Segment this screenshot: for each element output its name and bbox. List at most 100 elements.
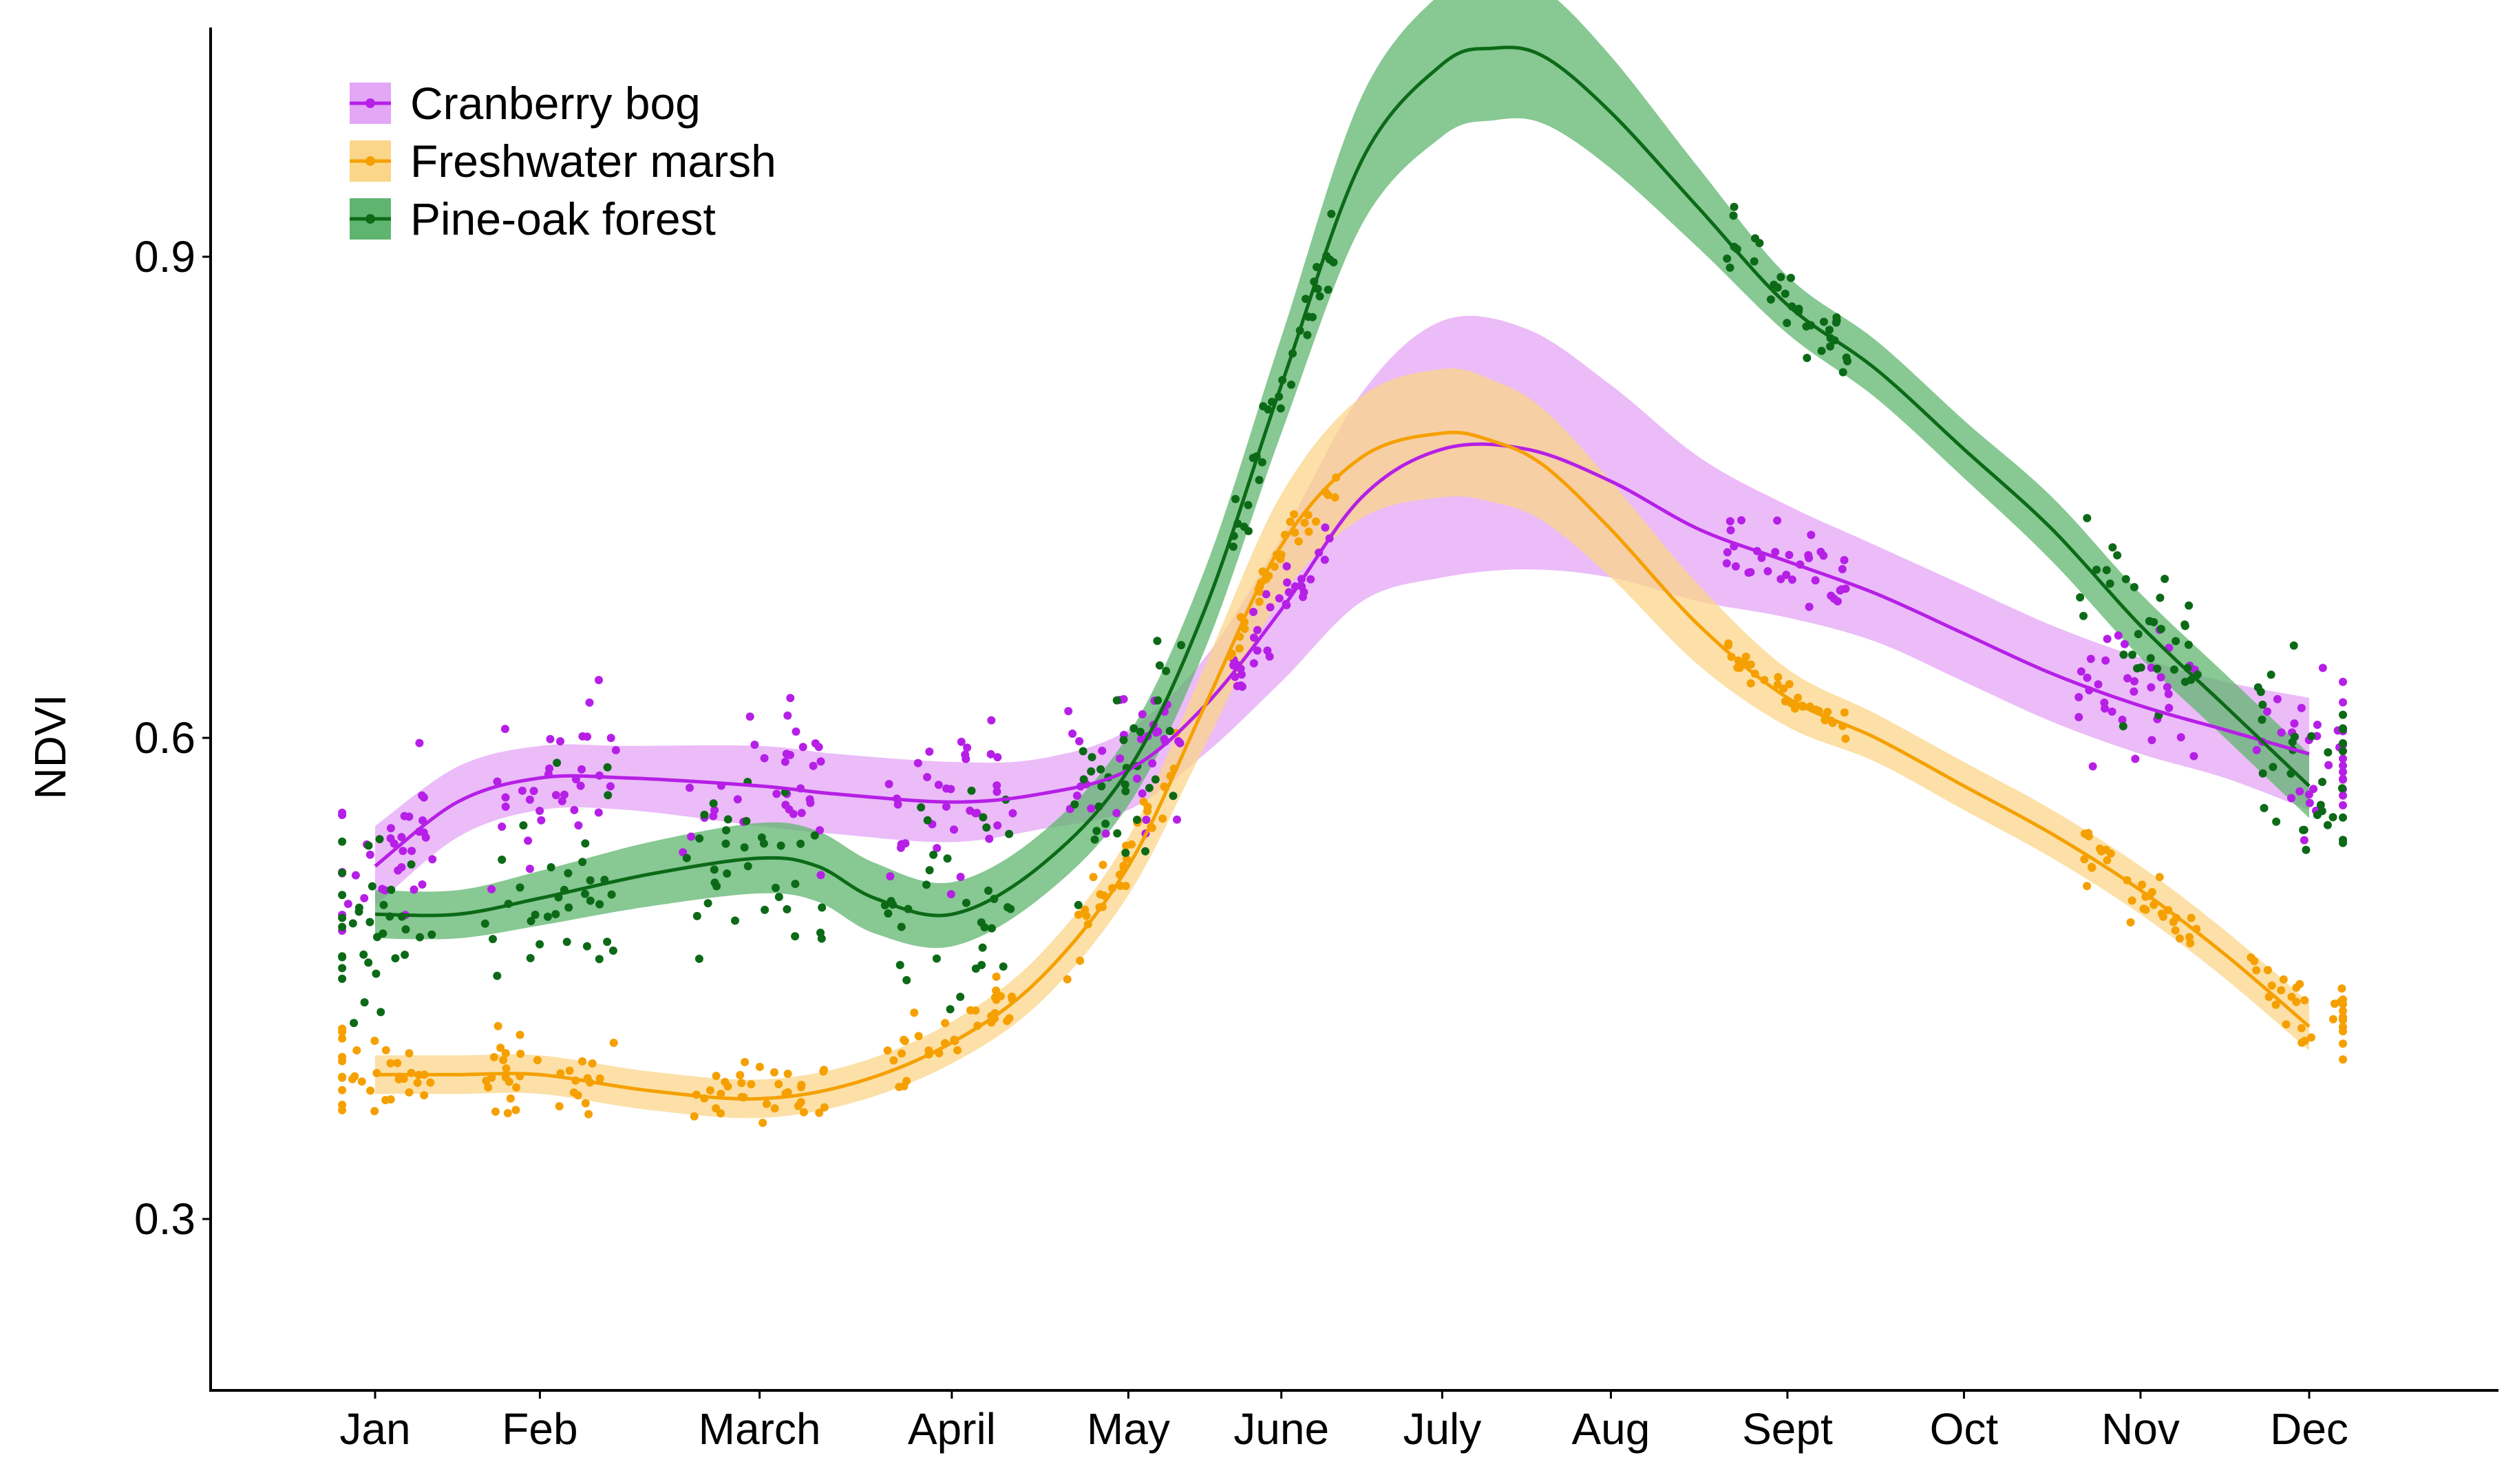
point-freshwater-marsh — [2282, 1020, 2291, 1029]
point-freshwater-marsh — [712, 1072, 721, 1081]
point-cranberry-bog — [381, 886, 390, 895]
point-pine-oak-forest — [1838, 368, 1847, 377]
point-freshwater-marsh — [2080, 855, 2089, 864]
point-cranberry-bog — [351, 871, 360, 880]
point-pine-oak-forest — [1112, 696, 1121, 705]
point-cranberry-bog — [884, 780, 893, 789]
point-pine-oak-forest — [2339, 725, 2347, 734]
point-pine-oak-forest — [1726, 263, 1734, 272]
point-freshwater-marsh — [1276, 555, 1285, 564]
point-pine-oak-forest — [2076, 593, 2085, 602]
point-cranberry-bog — [2305, 798, 2314, 807]
point-freshwater-marsh — [502, 1064, 511, 1073]
point-freshwater-marsh — [338, 1105, 347, 1114]
point-freshwater-marsh — [2277, 986, 2286, 995]
point-freshwater-marsh — [1294, 537, 1303, 546]
point-freshwater-marsh — [1122, 841, 1130, 850]
point-freshwater-marsh — [1290, 510, 1298, 519]
point-pine-oak-forest — [595, 900, 604, 909]
point-freshwater-marsh — [966, 1006, 975, 1015]
point-pine-oak-forest — [1165, 727, 1174, 735]
point-cranberry-bog — [525, 865, 534, 873]
x-tick-label: Oct — [1930, 1404, 1999, 1454]
point-freshwater-marsh — [1158, 814, 1167, 823]
point-pine-oak-forest — [1825, 326, 1834, 335]
point-cranberry-bog — [686, 783, 694, 792]
point-pine-oak-forest — [2180, 620, 2189, 629]
point-cranberry-bog — [973, 809, 981, 818]
point-cranberry-bog — [1306, 575, 1315, 584]
point-pine-oak-forest — [2153, 664, 2162, 673]
point-freshwater-marsh — [774, 1080, 783, 1089]
y-tick-label: 0.9 — [134, 232, 195, 282]
point-pine-oak-forest — [982, 823, 991, 832]
point-pine-oak-forest — [1832, 313, 1841, 322]
point-pine-oak-forest — [1244, 500, 1253, 509]
point-pine-oak-forest — [1097, 782, 1106, 791]
point-pine-oak-forest — [581, 889, 589, 898]
point-freshwater-marsh — [900, 1035, 908, 1044]
point-cranberry-bog — [2088, 762, 2097, 771]
point-pine-oak-forest — [387, 885, 396, 894]
point-cranberry-bog — [2189, 752, 2198, 761]
point-cranberry-bog — [1136, 734, 1145, 743]
point-pine-oak-forest — [816, 929, 825, 937]
point-pine-oak-forest — [1803, 354, 1812, 362]
point-cranberry-bog — [585, 698, 594, 707]
point-cranberry-bog — [606, 734, 615, 743]
point-pine-oak-forest — [376, 1008, 385, 1017]
point-cranberry-bog — [2147, 736, 2156, 745]
point-freshwater-marsh — [755, 1063, 764, 1071]
point-pine-oak-forest — [703, 899, 712, 908]
point-cranberry-bog — [1811, 576, 1820, 585]
point-pine-oak-forest — [1231, 495, 1240, 503]
point-freshwater-marsh — [1286, 518, 1295, 526]
point-pine-oak-forest — [721, 839, 730, 848]
point-freshwater-marsh — [2339, 1055, 2347, 1064]
point-cranberry-bog — [386, 834, 395, 842]
point-cranberry-bog — [365, 850, 374, 859]
point-cranberry-bog — [2304, 790, 2313, 799]
point-freshwater-marsh — [2339, 1039, 2347, 1048]
point-pine-oak-forest — [923, 816, 932, 825]
point-pine-oak-forest — [1119, 736, 1128, 745]
point-cranberry-bog — [525, 795, 534, 804]
point-freshwater-marsh — [2157, 909, 2166, 918]
point-pine-oak-forest — [1750, 257, 1759, 266]
point-cranberry-bog — [750, 741, 759, 749]
point-pine-oak-forest — [2288, 738, 2297, 746]
point-cranberry-bog — [925, 748, 934, 756]
point-cranberry-bog — [501, 803, 510, 811]
point-cranberry-bog — [2163, 683, 2172, 692]
point-cranberry-bog — [1744, 569, 1753, 577]
point-cranberry-bog — [1119, 695, 1128, 703]
point-cranberry-bog — [956, 873, 965, 881]
x-tick-label: Nov — [2101, 1404, 2180, 1454]
point-cranberry-bog — [397, 863, 406, 871]
point-cranberry-bog — [558, 796, 566, 805]
point-cranberry-bog — [2339, 754, 2347, 763]
point-pine-oak-forest — [527, 917, 535, 926]
point-cranberry-bog — [1299, 588, 1308, 597]
point-pine-oak-forest — [564, 903, 573, 912]
point-cranberry-bog — [1275, 594, 1284, 603]
point-freshwater-marsh — [2300, 996, 2309, 1005]
point-cranberry-bog — [578, 732, 587, 741]
point-cranberry-bog — [797, 809, 806, 818]
point-freshwater-marsh — [2292, 983, 2301, 992]
point-freshwater-marsh — [2102, 845, 2110, 854]
x-tick-label: Aug — [1571, 1404, 1650, 1454]
point-freshwater-marsh — [420, 1091, 429, 1100]
point-cranberry-bog — [1282, 562, 1291, 571]
point-cranberry-bog — [407, 847, 416, 856]
point-cranberry-bog — [1737, 516, 1745, 524]
point-freshwater-marsh — [2271, 1000, 2280, 1009]
point-pine-oak-forest — [925, 866, 934, 875]
x-tick-label: May — [1087, 1404, 1170, 1454]
point-freshwater-marsh — [2083, 882, 2092, 891]
point-freshwater-marsh — [737, 1079, 746, 1088]
point-pine-oak-forest — [761, 905, 770, 914]
point-freshwater-marsh — [413, 1079, 422, 1088]
axis-ticks: Jan Feb March April May June July Aug Sept Oct Nov… — [134, 232, 2348, 1454]
point-cranberry-bog — [2164, 690, 2173, 699]
